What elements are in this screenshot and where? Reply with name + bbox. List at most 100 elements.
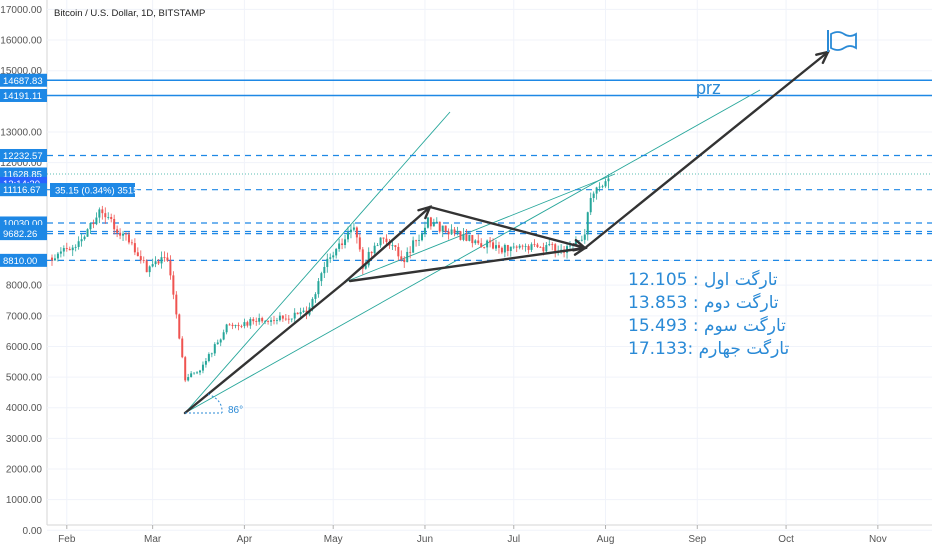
candle [166,252,169,262]
candle-body [530,244,533,250]
candle [533,239,536,247]
candle [163,251,166,262]
candle [237,322,240,331]
candle-body [110,217,113,220]
x-tick-label: Feb [58,534,76,545]
candle-body [116,229,119,233]
candle-body [429,217,432,227]
candle-body [213,344,216,354]
candle [80,233,83,247]
candle-body [450,229,453,235]
price-tag-label: 12232.57 [3,151,43,162]
candle-body [270,320,273,322]
candle [122,230,125,242]
candle-body [148,266,151,273]
candle [521,244,524,250]
candle-body [71,247,74,251]
candle-body [210,353,213,355]
candle-body [497,245,500,248]
candle-body [258,318,261,322]
candle-body [222,332,225,340]
arrow-wave-1 [183,280,347,415]
candle-body [335,248,338,256]
candle [583,228,586,244]
candle-body [163,257,166,258]
candle-body [299,311,302,315]
price-tag-label: 9682.26 [3,229,37,240]
candle [604,178,607,188]
grid [47,0,932,531]
candle [512,242,515,250]
candle [219,338,222,347]
candle-body [352,227,355,230]
time-axis[interactable]: Feb Mar Apr May Jun Jul Aug Sep Oct Nov [58,525,887,545]
x-tick-label: Oct [778,534,794,545]
candle-body [246,322,249,326]
candle [169,255,172,280]
candle-body [604,181,607,187]
candle-body [551,244,554,245]
candle [74,244,77,252]
candle [157,258,160,266]
candle-body [199,370,201,373]
candle [412,236,415,254]
candle-body [542,247,545,252]
candle-body [74,246,77,248]
candle-body [465,234,468,241]
candle-body [586,212,589,235]
candle [240,324,243,329]
candle-body [127,234,130,243]
candle-body [190,373,193,378]
candle-body [261,318,264,322]
candle [344,234,347,249]
candle [190,371,193,378]
candle-body [187,377,190,381]
price-axis[interactable]: 17000.00 16000.00 15000.00 13000.00 12000.00… [0,5,47,537]
candle [432,218,435,227]
price-info-background [50,183,135,197]
price-tag: 14191.11 [0,88,47,102]
candle [222,329,225,341]
candle [136,247,139,257]
candle [299,307,302,318]
angle-label: 86° [228,405,243,416]
candle-body [435,221,438,223]
candle-body [503,245,506,253]
candle-body [139,256,142,261]
x-tick-label: Apr [237,534,253,545]
candle [444,225,447,233]
candle [500,246,503,255]
y-tick-label: 5000.00 [6,373,43,384]
x-tick-label: Sep [688,534,706,545]
candle [329,253,332,263]
candle [551,242,554,251]
candle [373,242,376,256]
price-tag: 9682.26 [0,227,47,241]
candle [438,221,441,234]
candle [468,234,471,242]
candle [347,226,349,243]
candle-body [459,231,462,240]
candle [68,246,71,251]
candle [465,229,468,242]
candle [104,207,107,224]
candle-body [580,239,583,241]
candle [225,323,228,335]
candle-body [595,187,598,194]
candle-body [98,209,101,218]
candle-body [385,238,388,242]
candle [355,226,358,244]
candle [580,235,583,242]
candle-body [133,243,136,253]
candle [418,234,421,246]
candle-body [172,275,175,295]
candle-body [426,217,429,228]
candle-body [358,237,361,250]
candle [119,228,122,240]
candle [296,312,299,315]
candle [391,240,394,250]
y-tick-label: 0.00 [23,526,43,537]
candle [53,254,56,261]
candle [539,246,542,248]
